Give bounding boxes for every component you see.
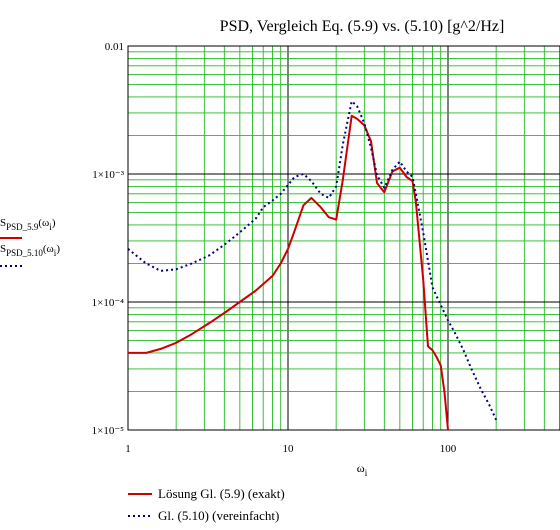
x-tick-labels: 1 10 100	[125, 443, 457, 455]
y-tick-labels: 0.01 1×10⁻³ 1×10⁻⁴ 1×10⁻⁵	[92, 41, 125, 437]
y-tick-label: 0.01	[105, 41, 124, 53]
y-tick-label: 1×10⁻³	[92, 169, 125, 181]
y-axis-label-2: SPSD_5.10(ωi)	[0, 243, 60, 267]
svg-text:SPSD_5.10(ωi): SPSD_5.10(ωi)	[0, 243, 60, 258]
x-tick-label: 100	[440, 443, 457, 455]
x-tick-label: 1	[125, 443, 131, 455]
y-tick-label: 1×10⁻⁵	[92, 425, 125, 437]
legend-item-1: Lösung Gl. (5.9) (exakt)	[128, 486, 285, 501]
series-group	[128, 100, 498, 430]
legend-label-2: Gl. (5.10) (vereinfacht)	[158, 508, 279, 523]
x-axis-label: ωi	[357, 461, 368, 478]
grid	[127, 46, 560, 431]
series-line-1	[128, 114, 449, 430]
legend-label-1: Lösung Gl. (5.9) (exakt)	[158, 486, 285, 501]
y-axis-label-1: SPSD_5.9(ωi)	[0, 217, 56, 239]
legend: Lösung Gl. (5.9) (exakt) Gl. (5.10) (ver…	[128, 486, 285, 523]
svg-text:SPSD_5.9(ωi): SPSD_5.9(ωi)	[0, 217, 56, 232]
y-tick-label: 1×10⁻⁴	[92, 297, 125, 309]
chart-title: PSD, Vergleich Eq. (5.9) vs. (5.10) [g^2…	[220, 18, 505, 35]
x-tick-label: 10	[283, 443, 295, 455]
legend-item-2: Gl. (5.10) (vereinfacht)	[128, 508, 279, 523]
plot-frame	[127, 45, 560, 431]
